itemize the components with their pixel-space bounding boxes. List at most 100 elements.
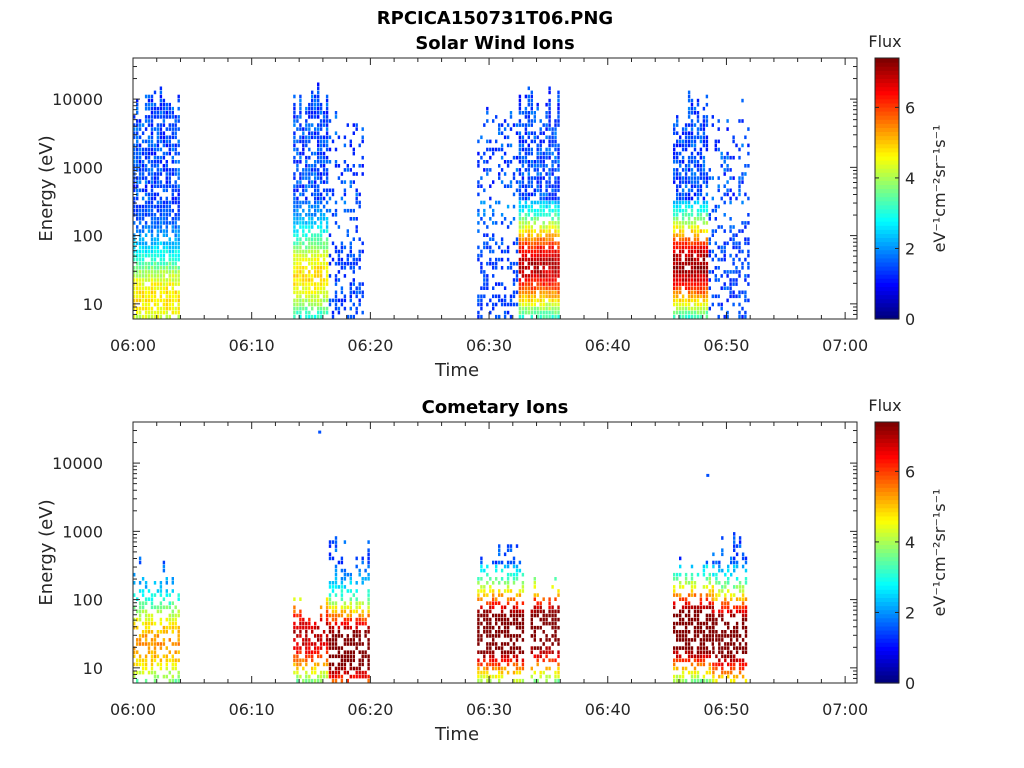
heatmap-cell bbox=[296, 241, 299, 246]
heatmap-cell bbox=[314, 168, 317, 172]
heatmap-cell bbox=[480, 314, 483, 319]
heatmap-cell bbox=[503, 172, 507, 176]
heatmap-cell bbox=[133, 286, 136, 290]
heatmap-cell bbox=[741, 613, 745, 618]
heatmap-cell bbox=[679, 172, 682, 176]
heatmap-cell bbox=[687, 638, 691, 642]
heatmap-cell bbox=[343, 188, 347, 193]
heatmap-cell bbox=[141, 139, 145, 144]
heatmap-cell bbox=[676, 674, 679, 679]
heatmap-cell bbox=[714, 143, 717, 148]
heatmap-cell bbox=[144, 213, 148, 217]
heatmap-cell bbox=[325, 609, 329, 614]
colorbar-swatch bbox=[875, 658, 899, 664]
heatmap-cell bbox=[346, 650, 349, 654]
heatmap-cell bbox=[334, 654, 338, 659]
heatmap-cell bbox=[337, 670, 341, 675]
heatmap-cell bbox=[509, 266, 513, 270]
heatmap-cell bbox=[302, 233, 305, 237]
heatmap-cell bbox=[699, 597, 703, 601]
heatmap-cell bbox=[168, 127, 171, 131]
heatmap-cell bbox=[554, 290, 557, 295]
heatmap-cell bbox=[702, 286, 706, 290]
heatmap-cell bbox=[702, 261, 706, 266]
heatmap-cell bbox=[673, 290, 676, 295]
heatmap-cell bbox=[512, 176, 516, 180]
heatmap-cell bbox=[693, 666, 697, 671]
heatmap-cell bbox=[311, 131, 314, 135]
heatmap-cell bbox=[150, 131, 154, 135]
heatmap-cell bbox=[557, 306, 560, 311]
heatmap-cell bbox=[328, 274, 332, 278]
heatmap-cell bbox=[349, 290, 352, 295]
heatmap-cell bbox=[500, 241, 504, 246]
heatmap-cell bbox=[724, 585, 727, 589]
heatmap-cell bbox=[483, 278, 486, 282]
heatmap-cell bbox=[328, 160, 332, 164]
heatmap-cell bbox=[337, 257, 341, 262]
heatmap-cell bbox=[690, 204, 694, 209]
heatmap-cell bbox=[367, 564, 370, 569]
heatmap-cell bbox=[133, 143, 136, 148]
heatmap-cell bbox=[530, 98, 533, 103]
heatmap-cell bbox=[361, 294, 364, 299]
heatmap-cell bbox=[693, 310, 697, 315]
heatmap-cell bbox=[358, 257, 361, 262]
heatmap-cell bbox=[705, 617, 709, 622]
heatmap-cell bbox=[325, 266, 329, 270]
heatmap-cell bbox=[361, 290, 364, 295]
heatmap-cell bbox=[744, 135, 747, 140]
heatmap-cell bbox=[133, 221, 136, 225]
heatmap-cell bbox=[524, 147, 528, 152]
heatmap-cell bbox=[720, 274, 723, 278]
heatmap-cell bbox=[530, 184, 533, 188]
heatmap-cell bbox=[159, 168, 163, 172]
heatmap-cell bbox=[138, 180, 142, 184]
heatmap-cell bbox=[352, 278, 355, 282]
heatmap-cell bbox=[681, 302, 685, 307]
heatmap-cell bbox=[542, 302, 545, 307]
heatmap-cell bbox=[738, 176, 741, 180]
heatmap-cell bbox=[679, 139, 682, 144]
heatmap-cell bbox=[557, 245, 560, 250]
heatmap-cell bbox=[521, 666, 525, 671]
heatmap-cell bbox=[168, 270, 171, 274]
heatmap-cell bbox=[355, 634, 358, 638]
heatmap-cell bbox=[150, 98, 154, 103]
colorbar-swatch bbox=[875, 159, 899, 165]
heatmap-cell bbox=[551, 621, 554, 626]
heatmap-cell bbox=[545, 192, 548, 197]
heatmap-cell bbox=[311, 168, 314, 172]
heatmap-cell bbox=[690, 151, 694, 156]
heatmap-cell bbox=[311, 650, 314, 654]
heatmap-cell bbox=[319, 237, 323, 241]
heatmap-cell bbox=[349, 180, 352, 184]
heatmap-cell bbox=[554, 200, 557, 205]
heatmap-cell bbox=[159, 617, 163, 622]
heatmap-cell bbox=[308, 249, 311, 254]
heatmap-cell bbox=[150, 151, 154, 156]
heatmap-cell bbox=[352, 270, 355, 274]
colorbar-tick-label: 2 bbox=[905, 239, 915, 258]
heatmap-cell bbox=[328, 601, 332, 605]
heatmap-cell bbox=[548, 123, 551, 127]
heatmap-cell bbox=[477, 184, 480, 188]
heatmap-cell bbox=[177, 625, 180, 630]
heatmap-cell bbox=[720, 164, 723, 168]
heatmap-cell bbox=[729, 270, 732, 274]
heatmap-cell bbox=[509, 261, 513, 266]
heatmap-cell bbox=[735, 585, 739, 589]
colorbar-swatch bbox=[875, 540, 899, 545]
heatmap-cell bbox=[711, 593, 714, 597]
heatmap-cell bbox=[500, 658, 504, 663]
heatmap-cell bbox=[150, 261, 154, 266]
heatmap-cell bbox=[521, 650, 525, 654]
heatmap-cell bbox=[171, 225, 174, 229]
heatmap-cell bbox=[524, 106, 528, 111]
heatmap-cell bbox=[147, 200, 151, 205]
heatmap-cell bbox=[159, 217, 163, 221]
heatmap-cell bbox=[705, 241, 709, 246]
heatmap-cell bbox=[708, 601, 711, 605]
heatmap-cell bbox=[364, 621, 367, 626]
